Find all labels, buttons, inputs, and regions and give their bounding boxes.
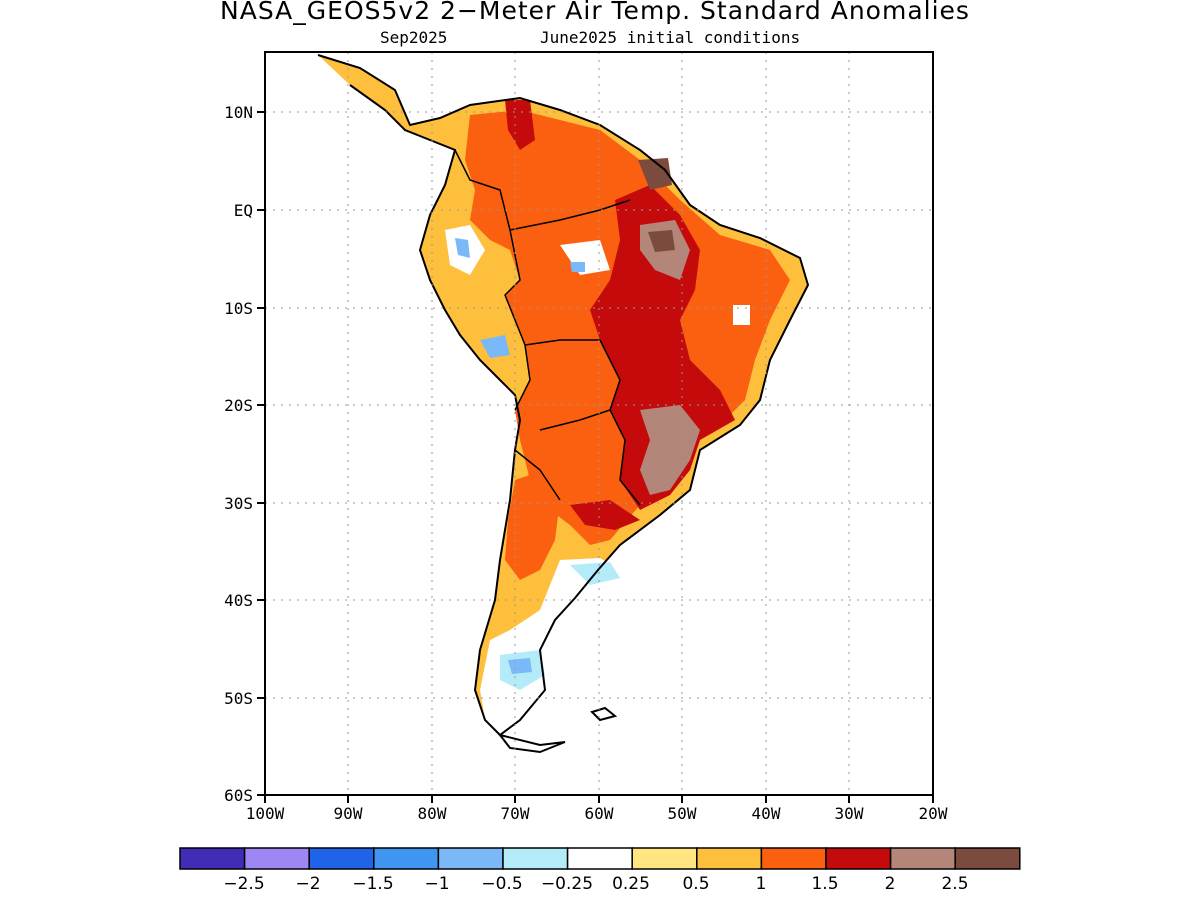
subtitle-initial-conditions: June2025 initial conditions (540, 28, 801, 47)
anomaly-region-cool-peru (480, 335, 510, 358)
colorbar-label-0.25: 0.25 (612, 874, 650, 894)
lat-label-60s: 60S (224, 786, 253, 805)
lat-label-20s: 20S (224, 396, 253, 415)
lon-label-20w: 20W (919, 804, 948, 823)
coastline-tierra-del-fuego (497, 733, 566, 754)
colorbar-swatch-6 (566, 847, 633, 870)
anomaly-region-cool-patagonia-core (508, 658, 532, 674)
colorbar-swatch-8 (696, 847, 763, 870)
anomaly-region-1.5-andes (505, 470, 560, 580)
lat-label-40s: 40S (224, 591, 253, 610)
coastline-falklands (590, 706, 618, 722)
colorbar-swatch-3 (373, 847, 440, 870)
anomaly-region-cool-west (455, 238, 470, 258)
colorbar-swatch-9 (760, 847, 827, 870)
colorbar-swatch-10 (825, 847, 892, 870)
colorbar-label-1.5: 1.5 (811, 874, 838, 894)
anomaly-region-neutral-ne (733, 305, 750, 325)
colorbar-label-m2: −2 (295, 874, 320, 894)
colorbar-label-0.5: 0.5 (682, 874, 709, 894)
anomaly-field (318, 55, 808, 735)
anomaly-region-above-2.5-b (648, 230, 675, 252)
colorbar-label-1: 1 (756, 874, 767, 894)
lat-label-eq: EQ (234, 201, 253, 220)
anomaly-region-cool-amazon (570, 262, 585, 272)
lon-label-100w: 100W (246, 804, 285, 823)
colorbar-swatch-1 (243, 847, 310, 870)
lat-tick-labels: 10N EQ 10S 20S 30S 40S 50S 60S (224, 103, 253, 805)
lat-label-10n: 10N (224, 103, 253, 122)
anomaly-region-2.5-pink-south (640, 405, 700, 495)
lon-label-50w: 50W (668, 804, 697, 823)
lat-label-10s: 10S (224, 299, 253, 318)
colorbar-label-2.5: 2.5 (941, 874, 968, 894)
coastlines (317, 54, 810, 754)
lon-label-80w: 80W (418, 804, 447, 823)
coastline-south-america (317, 54, 810, 737)
colorbar-swatch-11 (889, 847, 956, 870)
lon-label-90w: 90W (334, 804, 363, 823)
anomaly-region-2-south (570, 500, 640, 530)
colorbar-swatch-0 (179, 847, 246, 870)
subtitle-valid-month: Sep2025 (380, 28, 448, 47)
colorbar-swatch-12 (954, 847, 1021, 870)
lon-label-70w: 70W (501, 804, 530, 823)
anomaly-region-above-2.5 (638, 158, 672, 190)
lon-label-30w: 30W (835, 804, 864, 823)
lat-label-30s: 30S (224, 494, 253, 513)
axis-ticks (257, 111, 934, 803)
lon-label-60w: 60W (585, 804, 614, 823)
colorbar-label-m2.5: −2.5 (223, 874, 264, 894)
lon-tick-labels: 100W 90W 80W 70W 60W 50W 40W 30W 20W (246, 804, 948, 823)
lon-label-40w: 40W (752, 804, 781, 823)
anomaly-region-neutral-patagonia (480, 558, 620, 735)
colorbar-swatch-4 (437, 847, 504, 870)
anomaly-region-2-north (505, 100, 535, 150)
colorbar (179, 847, 1021, 870)
colorbar-label-2: 2 (885, 874, 896, 894)
border-lines (454, 149, 641, 506)
colorbar-label-m1: −1 (424, 874, 449, 894)
colorbar-swatch-2 (308, 847, 375, 870)
colorbar-labels: −2.5 −2 −1.5 −1 −0.5 −0.25 0.25 0.5 1 1.… (223, 874, 968, 894)
colorbar-swatch-5 (502, 847, 569, 870)
map-title: NASA_GEOS5v2 2−Meter Air Temp. Standard … (220, 0, 970, 25)
colorbar-label-m1.5: −1.5 (352, 874, 393, 894)
colorbar-label-m0.25: −0.25 (541, 874, 593, 894)
colorbar-swatch-7 (631, 847, 698, 870)
colorbar-label-m0.5: −0.5 (481, 874, 522, 894)
lat-label-50s: 50S (224, 689, 253, 708)
anomaly-region-neutral-amazon (560, 240, 610, 275)
